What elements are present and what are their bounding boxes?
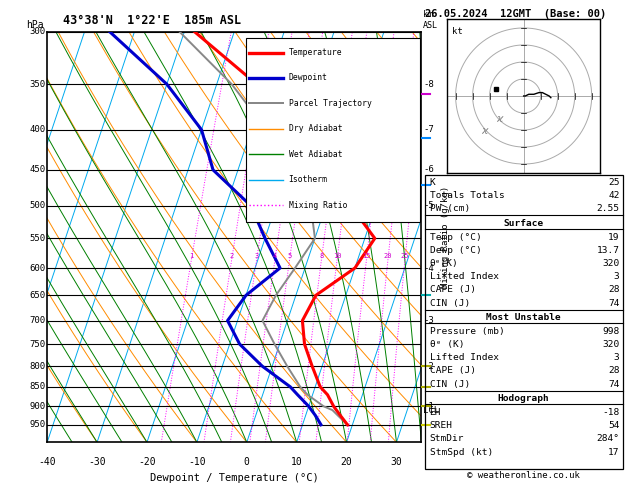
Text: 28: 28 bbox=[608, 366, 620, 376]
Text: EH: EH bbox=[430, 408, 441, 417]
Text: 2: 2 bbox=[230, 253, 234, 260]
Text: CIN (J): CIN (J) bbox=[430, 298, 470, 308]
Text: 26.05.2024  12GMT  (Base: 00): 26.05.2024 12GMT (Base: 00) bbox=[425, 9, 606, 19]
Text: -6: -6 bbox=[423, 165, 434, 174]
Text: 350: 350 bbox=[29, 80, 45, 88]
Text: kt: kt bbox=[452, 27, 462, 36]
Text: 15: 15 bbox=[362, 253, 370, 260]
Text: 2.55: 2.55 bbox=[596, 205, 620, 213]
Text: 284°: 284° bbox=[596, 434, 620, 443]
Text: -1: -1 bbox=[423, 402, 434, 411]
Text: Temp (°C): Temp (°C) bbox=[430, 233, 481, 242]
Text: 550: 550 bbox=[29, 234, 45, 243]
Text: Lifted Index: Lifted Index bbox=[430, 272, 499, 281]
Text: -18: -18 bbox=[603, 408, 620, 417]
Text: 74: 74 bbox=[608, 380, 620, 388]
Text: Parcel Trajectory: Parcel Trajectory bbox=[289, 99, 372, 108]
Text: 10: 10 bbox=[333, 253, 342, 260]
Text: CIN (J): CIN (J) bbox=[430, 380, 470, 388]
Text: 450: 450 bbox=[29, 165, 45, 174]
Text: 43°38'N  1°22'E  185m ASL: 43°38'N 1°22'E 185m ASL bbox=[63, 15, 241, 28]
Text: Dry Adiabat: Dry Adiabat bbox=[289, 124, 342, 134]
Text: $\varkappa$: $\varkappa$ bbox=[496, 113, 505, 124]
Text: Isotherm: Isotherm bbox=[289, 175, 328, 184]
Text: 3: 3 bbox=[255, 253, 259, 260]
Text: 10: 10 bbox=[291, 457, 303, 467]
Text: 17: 17 bbox=[608, 448, 620, 456]
Text: 1: 1 bbox=[189, 253, 194, 260]
Text: Dewp (°C): Dewp (°C) bbox=[430, 246, 481, 255]
Text: 650: 650 bbox=[29, 291, 45, 300]
Text: -20: -20 bbox=[138, 457, 156, 467]
Text: -10: -10 bbox=[188, 457, 206, 467]
Text: 13.7: 13.7 bbox=[596, 246, 620, 255]
Text: 28: 28 bbox=[608, 285, 620, 295]
Text: hPa: hPa bbox=[26, 19, 44, 30]
Text: 42: 42 bbox=[608, 191, 620, 200]
Text: θᵉ(K): θᵉ(K) bbox=[430, 260, 459, 268]
Text: 74: 74 bbox=[608, 298, 620, 308]
Text: 20: 20 bbox=[384, 253, 392, 260]
Text: K: K bbox=[430, 178, 435, 187]
Text: CAPE (J): CAPE (J) bbox=[430, 285, 476, 295]
Text: 8: 8 bbox=[320, 253, 323, 260]
Text: -7: -7 bbox=[423, 125, 434, 134]
Text: 700: 700 bbox=[29, 316, 45, 325]
Text: 5: 5 bbox=[287, 253, 292, 260]
Text: 600: 600 bbox=[29, 263, 45, 273]
Text: -2: -2 bbox=[423, 362, 434, 371]
Text: Dewpoint: Dewpoint bbox=[289, 73, 328, 83]
Text: Surface: Surface bbox=[504, 219, 543, 228]
Text: Dewpoint / Temperature (°C): Dewpoint / Temperature (°C) bbox=[150, 473, 319, 483]
Text: Temperature: Temperature bbox=[289, 48, 342, 57]
Text: 25: 25 bbox=[401, 253, 409, 260]
Text: -30: -30 bbox=[88, 457, 106, 467]
Text: θᵉ (K): θᵉ (K) bbox=[430, 340, 464, 349]
Text: StmSpd (kt): StmSpd (kt) bbox=[430, 448, 493, 456]
Text: 400: 400 bbox=[29, 125, 45, 134]
Text: SREH: SREH bbox=[430, 421, 453, 431]
Text: Mixing Ratio (g/kg): Mixing Ratio (g/kg) bbox=[442, 186, 450, 288]
Text: Most Unstable: Most Unstable bbox=[486, 313, 561, 322]
Text: LCL: LCL bbox=[423, 406, 440, 415]
Text: Mixing Ratio: Mixing Ratio bbox=[289, 201, 347, 210]
Text: 19: 19 bbox=[608, 233, 620, 242]
Text: 998: 998 bbox=[603, 327, 620, 336]
Text: Hodograph: Hodograph bbox=[498, 394, 550, 403]
Text: CAPE (J): CAPE (J) bbox=[430, 366, 476, 376]
Text: 20: 20 bbox=[341, 457, 352, 467]
Text: 800: 800 bbox=[29, 362, 45, 371]
Text: km
ASL: km ASL bbox=[423, 10, 438, 30]
Text: $\varkappa$: $\varkappa$ bbox=[481, 125, 489, 136]
Text: -3: -3 bbox=[423, 316, 434, 325]
Text: -8: -8 bbox=[423, 80, 434, 88]
Text: 54: 54 bbox=[608, 421, 620, 431]
Text: 3: 3 bbox=[614, 272, 620, 281]
Text: 3: 3 bbox=[614, 353, 620, 363]
Text: 300: 300 bbox=[29, 27, 45, 36]
Text: -5: -5 bbox=[423, 201, 434, 210]
Text: 4: 4 bbox=[273, 253, 277, 260]
Text: StmDir: StmDir bbox=[430, 434, 464, 443]
Text: Pressure (mb): Pressure (mb) bbox=[430, 327, 504, 336]
Bar bbox=[245, 38, 420, 222]
Text: 320: 320 bbox=[603, 260, 620, 268]
Text: 320: 320 bbox=[603, 340, 620, 349]
Text: Lifted Index: Lifted Index bbox=[430, 353, 499, 363]
Text: 500: 500 bbox=[29, 201, 45, 210]
Text: 850: 850 bbox=[29, 382, 45, 391]
Text: 950: 950 bbox=[29, 420, 45, 429]
Text: 900: 900 bbox=[29, 402, 45, 411]
Text: Totals Totals: Totals Totals bbox=[430, 191, 504, 200]
Text: 25: 25 bbox=[608, 178, 620, 187]
Text: -40: -40 bbox=[38, 457, 56, 467]
Text: 0: 0 bbox=[244, 457, 250, 467]
Text: © weatheronline.co.uk: © weatheronline.co.uk bbox=[467, 471, 580, 480]
Text: PW (cm): PW (cm) bbox=[430, 205, 470, 213]
Text: 750: 750 bbox=[29, 340, 45, 348]
Text: 30: 30 bbox=[391, 457, 403, 467]
Text: -4: -4 bbox=[423, 263, 434, 273]
Text: Wet Adiabat: Wet Adiabat bbox=[289, 150, 342, 159]
